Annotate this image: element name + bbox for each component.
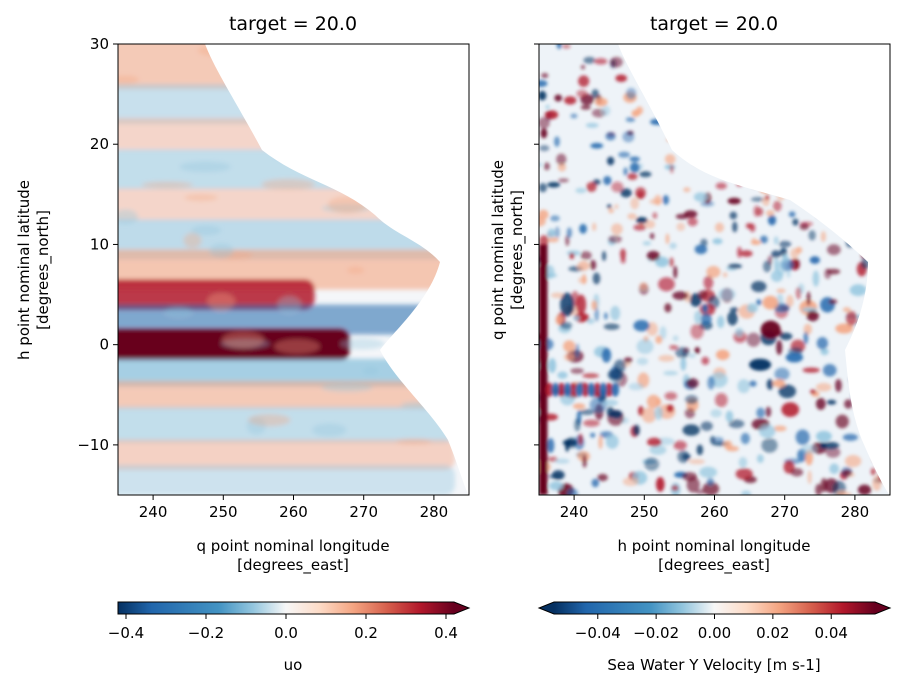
left-colorbar-extend-max [454,602,469,614]
right-colorbar-tick-label: −0.02 [633,624,679,642]
left-ytick-label: 0 [99,336,109,354]
right-title: target = 20.0 [650,13,778,35]
left-y-axis: −10 0 10 20 30 [77,35,118,454]
left-ylabel-line2: [degrees_north] [34,210,53,330]
right-colorbar-tick-label: −0.04 [575,624,621,642]
right-colorbar-extend-min [539,602,554,614]
right-colorbar-label: Sea Water Y Velocity [m s-1] [607,656,820,674]
left-xlabel-line2: [degrees_east] [237,556,349,575]
left-colorbar-tick-label: −0.4 [108,624,144,642]
left-colorbar-ticks: −0.4 −0.2 0.0 0.2 0.4 [108,614,458,642]
right-xtick-label: 240 [560,503,589,521]
right-xlabel-line2: [degrees_east] [658,556,770,575]
right-xlabel-line1: h point nominal longitude [617,537,810,555]
right-colorbar-gradient [554,602,875,614]
right-colorbar-outline [537,601,892,615]
left-xtick-label: 280 [420,503,449,521]
left-colorbar-label: uo [284,656,303,674]
right-ylabel-line2: [degrees_north] [508,190,527,310]
left-xlabel-line1: q point nominal longitude [196,537,389,555]
right-xtick-label: 280 [841,503,870,521]
right-colorbar-tick-label: 0.00 [698,624,731,642]
right-x-axis: 240 250 260 270 280 [560,495,869,521]
left-colorbar-tick-label: 0.0 [274,624,298,642]
left-colorbar-outline [117,601,471,615]
right-ylabel-line1: q point nominal latitude [489,160,507,340]
left-colorbar-tick-label: 0.4 [434,624,458,642]
right-panel: target = 20.0 240 250 260 270 280 h point no… [489,13,891,575]
left-ytick-label: 30 [90,35,109,53]
left-ytick-label: −10 [77,436,109,454]
right-colorbar-ticks: −0.04 −0.02 0.00 0.02 0.04 [575,614,848,642]
left-colorbar-tick-label: −0.2 [188,624,224,642]
left-ylabel-line1: h point nominal latitude [15,180,33,360]
left-xtick-label: 240 [139,503,168,521]
right-colorbar-tick-label: 0.04 [815,624,848,642]
right-colorbar: −0.04 −0.02 0.00 0.02 0.04 Sea Water Y Veloc… [537,601,892,674]
left-panel: target = 20.0 240 250 260 270 280 −10 0 10 20 30… [15,13,470,575]
right-y-axis [534,43,539,446]
left-xtick-label: 270 [349,503,378,521]
left-xtick-label: 250 [209,503,238,521]
left-colorbar: −0.4 −0.2 0.0 0.2 0.4 uo [108,601,471,674]
right-heatmap [539,44,890,495]
right-xtick-label: 250 [630,503,659,521]
right-xtick-label: 260 [700,503,729,521]
right-xtick-label: 270 [770,503,799,521]
left-title: target = 20.0 [229,13,357,35]
left-colorbar-tick-label: 0.2 [354,624,378,642]
left-x-axis: 240 250 260 270 280 [139,495,448,521]
left-ytick-label: 20 [90,135,109,153]
left-ytick-label: 10 [90,235,109,253]
left-xtick-label: 260 [279,503,308,521]
left-heatmap [118,44,469,495]
right-colorbar-extend-max [875,602,890,614]
left-colorbar-gradient [118,602,454,614]
right-colorbar-tick-label: 0.02 [756,624,789,642]
